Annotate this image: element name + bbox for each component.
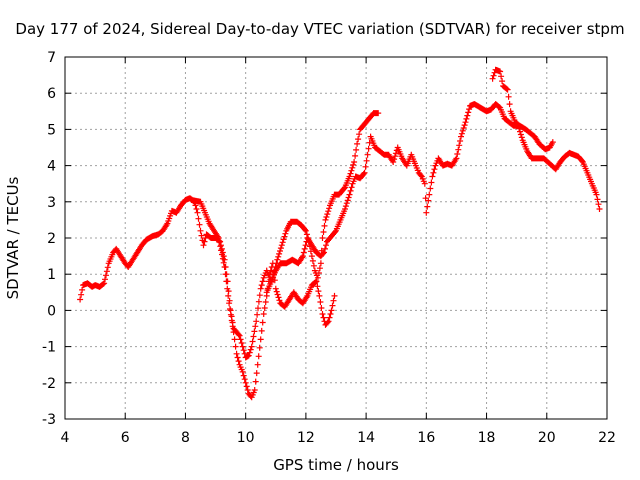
y-axis-label: SDTVAR / TECUs [4,176,22,299]
y-tick-label: -3 [42,412,56,428]
y-tick-label: 4 [47,159,56,175]
y-tick-label: -2 [42,376,56,392]
series-segment [489,66,556,153]
x-tick-label: 14 [357,430,375,446]
y-tick-label: 1 [47,267,56,283]
y-tick-label: 7 [47,50,56,66]
y-tick-label: 2 [47,231,56,247]
x-tick-label: 6 [121,430,130,446]
x-tick-label: 8 [181,430,190,446]
x-tick-label: 20 [538,430,556,446]
series-segment [263,110,382,296]
x-tick-label: 4 [61,430,70,446]
data-points [77,66,603,401]
y-tick-label: 3 [47,195,56,211]
grid [65,57,607,419]
data-markers [77,101,603,361]
chart-title: Day 177 of 2024, Sidereal Day-to-day VTE… [15,20,624,38]
x-tick-label: 22 [598,430,616,446]
x-axis-label: GPS time / hours [273,456,399,474]
y-tick-label: 5 [47,122,56,138]
y-tick-label: -1 [42,340,56,356]
y-tick-label: 6 [47,86,56,102]
series-segment [188,197,338,401]
data-markers [188,197,338,401]
x-tick-label: 16 [417,430,435,446]
plot-frame [64,56,608,420]
series-segment [77,101,603,361]
x-axis-ticks: 4 6 8 10 12 14 16 18 20 22 [61,57,616,446]
x-tick-label: 10 [237,430,255,446]
y-axis-ticks: -3 -2 -1 0 1 2 3 4 5 6 7 [42,50,607,428]
x-tick-label: 18 [478,430,496,446]
x-tick-label: 12 [297,430,315,446]
data-markers [489,66,556,153]
y-tick-label: 0 [47,303,56,319]
data-markers [263,110,382,296]
